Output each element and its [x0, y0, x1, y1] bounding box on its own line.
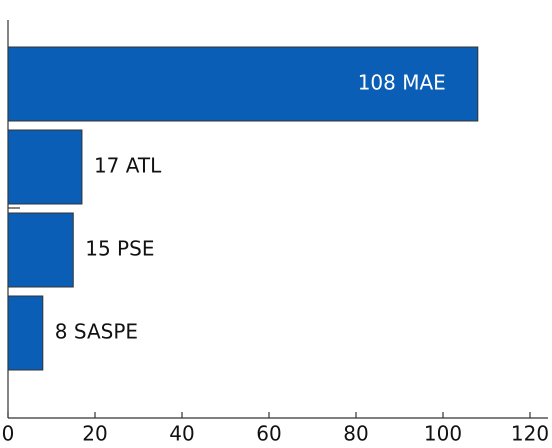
x-tick-label: 60	[256, 422, 281, 446]
x-tick-label: 0	[2, 422, 15, 446]
bar	[7, 129, 83, 205]
x-tick-label: 100	[424, 422, 462, 446]
bar	[7, 46, 479, 122]
data-label: 17 ATL	[94, 154, 162, 178]
bar	[7, 295, 44, 371]
data-label: 8 SASPE	[55, 320, 138, 344]
data-label: 108 MAE	[358, 71, 446, 95]
x-tick-label: 20	[82, 422, 107, 446]
x-tick-label: 40	[169, 422, 194, 446]
bar	[7, 212, 74, 288]
data-label: 15 PSE	[85, 237, 154, 261]
x-tick-label: 80	[343, 422, 368, 446]
x-tick-label: 120	[511, 422, 549, 446]
